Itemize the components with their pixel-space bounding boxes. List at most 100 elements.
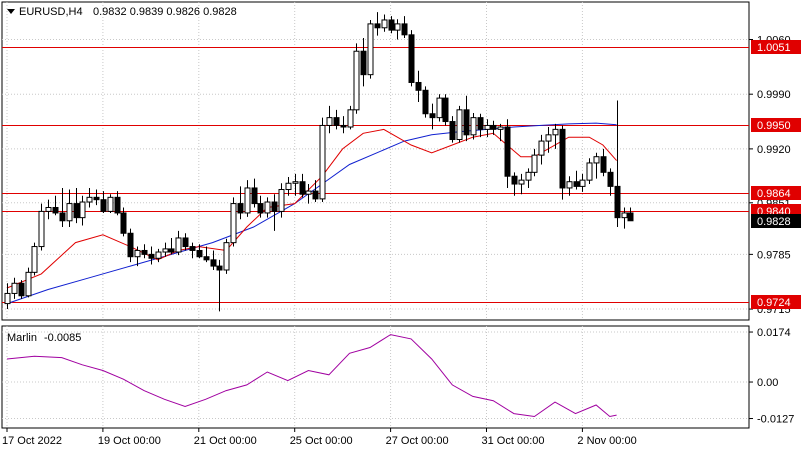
candle (518, 173, 525, 195)
main-pane-frame (1, 1, 750, 321)
time-tick-label: 27 Oct 00:00 (386, 435, 449, 447)
candle-body-bull (11, 282, 18, 294)
candle (271, 194, 278, 231)
time-axis: 17 Oct 2022 19 Oct 00:00 21 Oct 00:00 25 Oc… (2, 428, 637, 447)
candle-body-bear (614, 185, 621, 219)
candle (374, 12, 381, 36)
candle (388, 16, 395, 34)
candle (394, 19, 401, 40)
candle (18, 280, 25, 299)
candle-body-bull (285, 182, 292, 191)
candle-body-bear (559, 128, 566, 189)
candle-body-bull (566, 181, 573, 189)
candle (497, 123, 504, 142)
candle-body-bear (401, 23, 408, 36)
price-tick-label: 0.9990 (757, 89, 791, 101)
candle (4, 283, 11, 310)
candle (559, 125, 566, 200)
level-label-bg (751, 295, 801, 309)
candle-body-bull (319, 124, 326, 200)
candle (162, 242, 169, 257)
candle (470, 112, 477, 140)
candle-body-bear (182, 237, 189, 248)
candle-body-bull (518, 179, 525, 185)
candle-body-bear (374, 23, 381, 29)
candle-body-bear (257, 203, 264, 214)
time-tick-label: 31 Oct 00:00 (482, 435, 545, 447)
candle (148, 246, 155, 265)
candle-body-bear (504, 126, 511, 177)
time-tick-label: 19 Oct 00:00 (98, 435, 161, 447)
candle (490, 120, 497, 135)
candle (292, 173, 299, 196)
candle-body-bear (52, 206, 59, 214)
candle (614, 100, 621, 228)
candle-body-bull (86, 196, 93, 203)
candle-body-bear (607, 171, 614, 187)
candle-body-bull (175, 237, 182, 253)
candle (216, 259, 223, 312)
candle-body-bull (436, 97, 443, 119)
candle-body-bull (292, 181, 299, 184)
candle-body-bear (18, 282, 25, 297)
candle-body-bull (230, 203, 237, 244)
candle-body-bull (367, 23, 374, 76)
candle (38, 203, 45, 251)
candle-body-bull (244, 187, 251, 214)
time-tick-label: 2 Nov 00:00 (577, 435, 636, 447)
indicator-name: Marlin (7, 332, 37, 344)
candle-body-bull (394, 23, 401, 31)
candle-body-bear (189, 246, 196, 251)
candle-body-bull (525, 171, 532, 181)
candle (168, 237, 175, 255)
candle (223, 238, 230, 274)
candle (237, 186, 244, 220)
candle (573, 170, 580, 190)
candle (484, 119, 491, 138)
candle-body-bear (340, 124, 347, 128)
candle-body-bull (621, 212, 628, 219)
candle (210, 250, 217, 270)
candle-body-bull (381, 19, 388, 29)
candle-body-bear (627, 212, 634, 222)
candle (579, 173, 586, 192)
candle (52, 195, 59, 216)
candle-body-bear (511, 175, 518, 185)
candle (264, 197, 271, 218)
marlin-line (6, 334, 617, 418)
candle-body-bear (251, 187, 258, 205)
candle-body-bear (429, 113, 436, 119)
candle (552, 123, 559, 149)
candle-body-bear (141, 249, 148, 255)
candle (66, 189, 73, 228)
candle (127, 228, 134, 263)
candle (367, 19, 374, 79)
candle (401, 16, 408, 38)
candle (155, 248, 162, 263)
candle-body-bear (422, 89, 429, 115)
candle-body-bear (415, 81, 422, 91)
candle (422, 86, 429, 118)
candle (93, 189, 100, 206)
symbol-menu-triangle-icon[interactable] (7, 9, 15, 14)
candle (73, 187, 80, 224)
candle (299, 173, 306, 198)
candle-body-bull (326, 117, 333, 126)
candle (511, 172, 518, 196)
candle (134, 246, 141, 267)
level-label-bg (751, 40, 801, 54)
candle-body-bear (573, 181, 580, 187)
candle (436, 94, 443, 122)
candle-body-bull (45, 206, 52, 212)
candle (449, 116, 456, 143)
candle-body-bear (299, 181, 306, 195)
candle-body-bull (579, 179, 586, 187)
candle-body-bull (31, 246, 38, 273)
current-price-label-bg (751, 214, 801, 228)
candle (566, 176, 573, 196)
candle (107, 194, 114, 213)
candle-body-bull (538, 140, 545, 156)
candle-body-bull (25, 271, 32, 297)
candle-body-bull (4, 292, 11, 305)
candle-body-bear (100, 199, 107, 212)
